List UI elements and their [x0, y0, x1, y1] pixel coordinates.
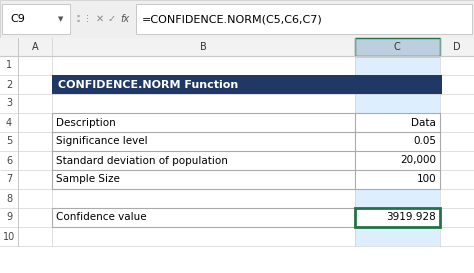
Text: 10: 10: [3, 232, 15, 242]
Bar: [0, 56, 474, 246]
Text: 7: 7: [6, 174, 12, 185]
Text: ✕: ✕: [96, 14, 104, 24]
Text: C9: C9: [10, 14, 25, 24]
Text: Significance level: Significance level: [56, 136, 147, 147]
Text: A: A: [32, 42, 38, 52]
Text: Data: Data: [411, 117, 436, 127]
Text: :: :: [76, 13, 81, 25]
Bar: [355, 75, 440, 94]
Text: C: C: [393, 42, 401, 52]
Bar: [355, 208, 440, 227]
Bar: [355, 94, 440, 113]
Text: 0.05: 0.05: [413, 136, 436, 147]
Bar: [0, 0, 474, 38]
Text: 2: 2: [6, 79, 12, 90]
Bar: [52, 113, 440, 189]
Text: 9: 9: [6, 212, 12, 222]
Text: CONFIDENCE.NORM Function: CONFIDENCE.NORM Function: [58, 79, 238, 90]
Bar: [355, 132, 440, 151]
Text: Confidence value: Confidence value: [56, 212, 146, 222]
Text: 5: 5: [6, 136, 12, 147]
Bar: [355, 170, 440, 189]
Bar: [355, 113, 440, 132]
Bar: [355, 151, 440, 170]
Text: Sample Size: Sample Size: [56, 174, 120, 185]
Bar: [52, 113, 440, 189]
Text: ✓: ✓: [108, 14, 116, 24]
Text: B: B: [200, 42, 206, 52]
Bar: [52, 208, 440, 227]
Bar: [52, 75, 442, 94]
Text: 20,000: 20,000: [400, 156, 436, 165]
Text: 1: 1: [6, 61, 12, 70]
Bar: [355, 208, 440, 227]
Text: 100: 100: [416, 174, 436, 185]
Bar: [355, 189, 440, 208]
Text: 3: 3: [6, 99, 12, 108]
Text: =CONFIDENCE.NORM(C5,C6,C7): =CONFIDENCE.NORM(C5,C6,C7): [142, 14, 323, 24]
Text: Standard deviation of population: Standard deviation of population: [56, 156, 228, 165]
Text: ⁝: ⁝: [86, 15, 89, 25]
Bar: [2, 4, 70, 34]
Text: fx: fx: [120, 14, 129, 24]
Text: D: D: [453, 42, 461, 52]
Bar: [355, 227, 440, 246]
Text: 8: 8: [6, 194, 12, 203]
Bar: [355, 56, 440, 75]
Text: Description: Description: [56, 117, 116, 127]
Bar: [136, 4, 472, 34]
Text: 6: 6: [6, 156, 12, 165]
Bar: [0, 38, 474, 56]
Bar: [52, 208, 440, 227]
Bar: [355, 38, 440, 56]
Text: 4: 4: [6, 117, 12, 127]
Text: 3919.928: 3919.928: [386, 212, 436, 222]
Text: ▼: ▼: [58, 16, 64, 22]
